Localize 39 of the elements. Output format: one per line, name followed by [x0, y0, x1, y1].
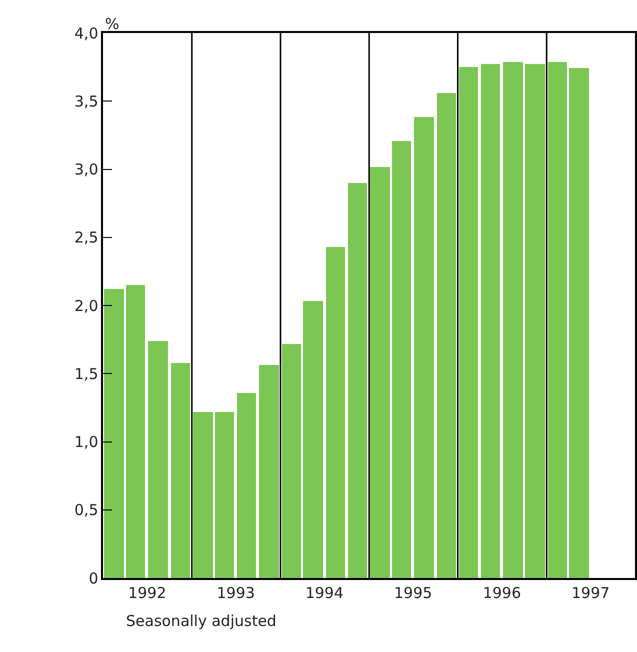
bar: [548, 62, 567, 578]
bar: [237, 393, 256, 578]
y-axis-title: %: [105, 15, 120, 33]
text: Seasonally adjusted: [126, 612, 276, 630]
bar: [525, 64, 545, 578]
bar: [104, 289, 124, 578]
bar: [193, 412, 213, 578]
x-tick-label: 1997: [571, 584, 610, 602]
bar: [348, 183, 367, 578]
y-tick-label: 1,0: [74, 433, 98, 451]
y-tick-label: 3,5: [74, 92, 98, 110]
x-tick-label: 1992: [128, 584, 166, 602]
bar: [459, 67, 478, 578]
bar: [171, 363, 190, 578]
bar: [259, 365, 279, 578]
y-tick-label: 2,0: [74, 296, 98, 315]
bar: [569, 68, 589, 578]
bar: [282, 344, 301, 578]
bar: [126, 285, 145, 578]
x-tick-label: 1995: [394, 584, 432, 602]
x-tick-label: 1994: [305, 584, 344, 602]
bar: [503, 62, 523, 578]
bar: [414, 117, 434, 578]
y-tick-label: 0,5: [74, 501, 98, 520]
bar: [392, 141, 411, 578]
y-tick-label: 1,5: [74, 364, 98, 383]
y-tick-label: 2,5: [74, 228, 98, 247]
bar: [148, 341, 168, 578]
y-tick-label: 4,0: [74, 24, 98, 42]
bar: [437, 93, 456, 578]
bar: [303, 301, 323, 578]
bar: [481, 64, 500, 578]
bar: [370, 167, 390, 578]
bar: [215, 412, 234, 578]
x-tick-label: 1996: [482, 584, 522, 602]
y-tick-label: 0: [88, 569, 98, 588]
bar: [326, 247, 345, 578]
y-tick-label: 3,0: [74, 160, 98, 178]
x-tick-label: 1993: [216, 584, 255, 602]
